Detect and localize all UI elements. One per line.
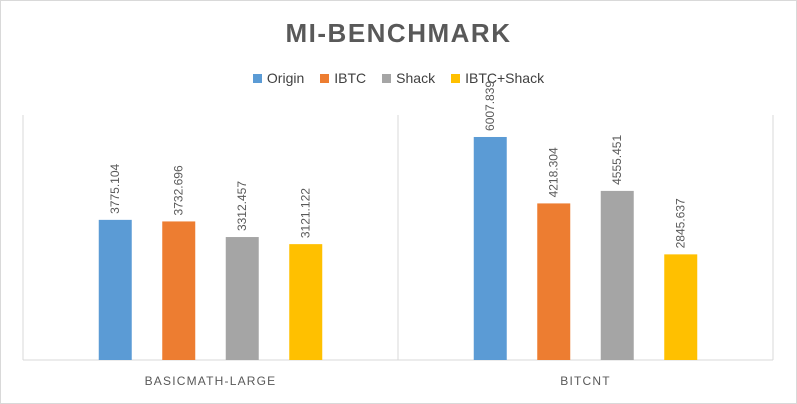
data-label: 3312.457 [235, 181, 249, 231]
legend-swatch [252, 73, 262, 83]
legend-label: IBTC+Shack [465, 70, 545, 86]
legend-item: IBTC+Shack [451, 70, 544, 86]
legend: Origin IBTC Shack IBTC+Shack [0, 70, 797, 86]
bar [98, 219, 132, 360]
legend-item: Shack [382, 70, 435, 86]
bar [537, 203, 571, 360]
bar [473, 136, 507, 360]
legend-label: Shack [396, 70, 436, 86]
legend-swatch [451, 73, 461, 83]
legend-item: Origin [252, 70, 305, 86]
bar [600, 190, 634, 360]
legend-label: IBTC [334, 70, 367, 86]
legend-item: IBTC [320, 70, 366, 86]
legend-swatch [320, 73, 330, 83]
legend-label: Origin [266, 70, 305, 86]
data-label: 3121.122 [299, 188, 313, 238]
legend-swatch [382, 73, 392, 83]
data-label: 3732.696 [172, 165, 186, 215]
chart-title: MI-BENCHMARK [285, 18, 512, 48]
data-label: 2845.637 [674, 198, 688, 248]
bar [289, 244, 323, 360]
x-tick-label: BASICMATH-LARGE [145, 374, 277, 388]
x-tick-label: BITCNT [560, 374, 611, 388]
bar [664, 254, 698, 360]
data-label: 4218.304 [547, 147, 561, 197]
bar [225, 237, 259, 360]
data-label: 3775.104 [108, 163, 122, 213]
bar [162, 221, 196, 360]
data-label: 6007.839 [483, 81, 497, 131]
data-label: 4555.451 [610, 135, 624, 185]
